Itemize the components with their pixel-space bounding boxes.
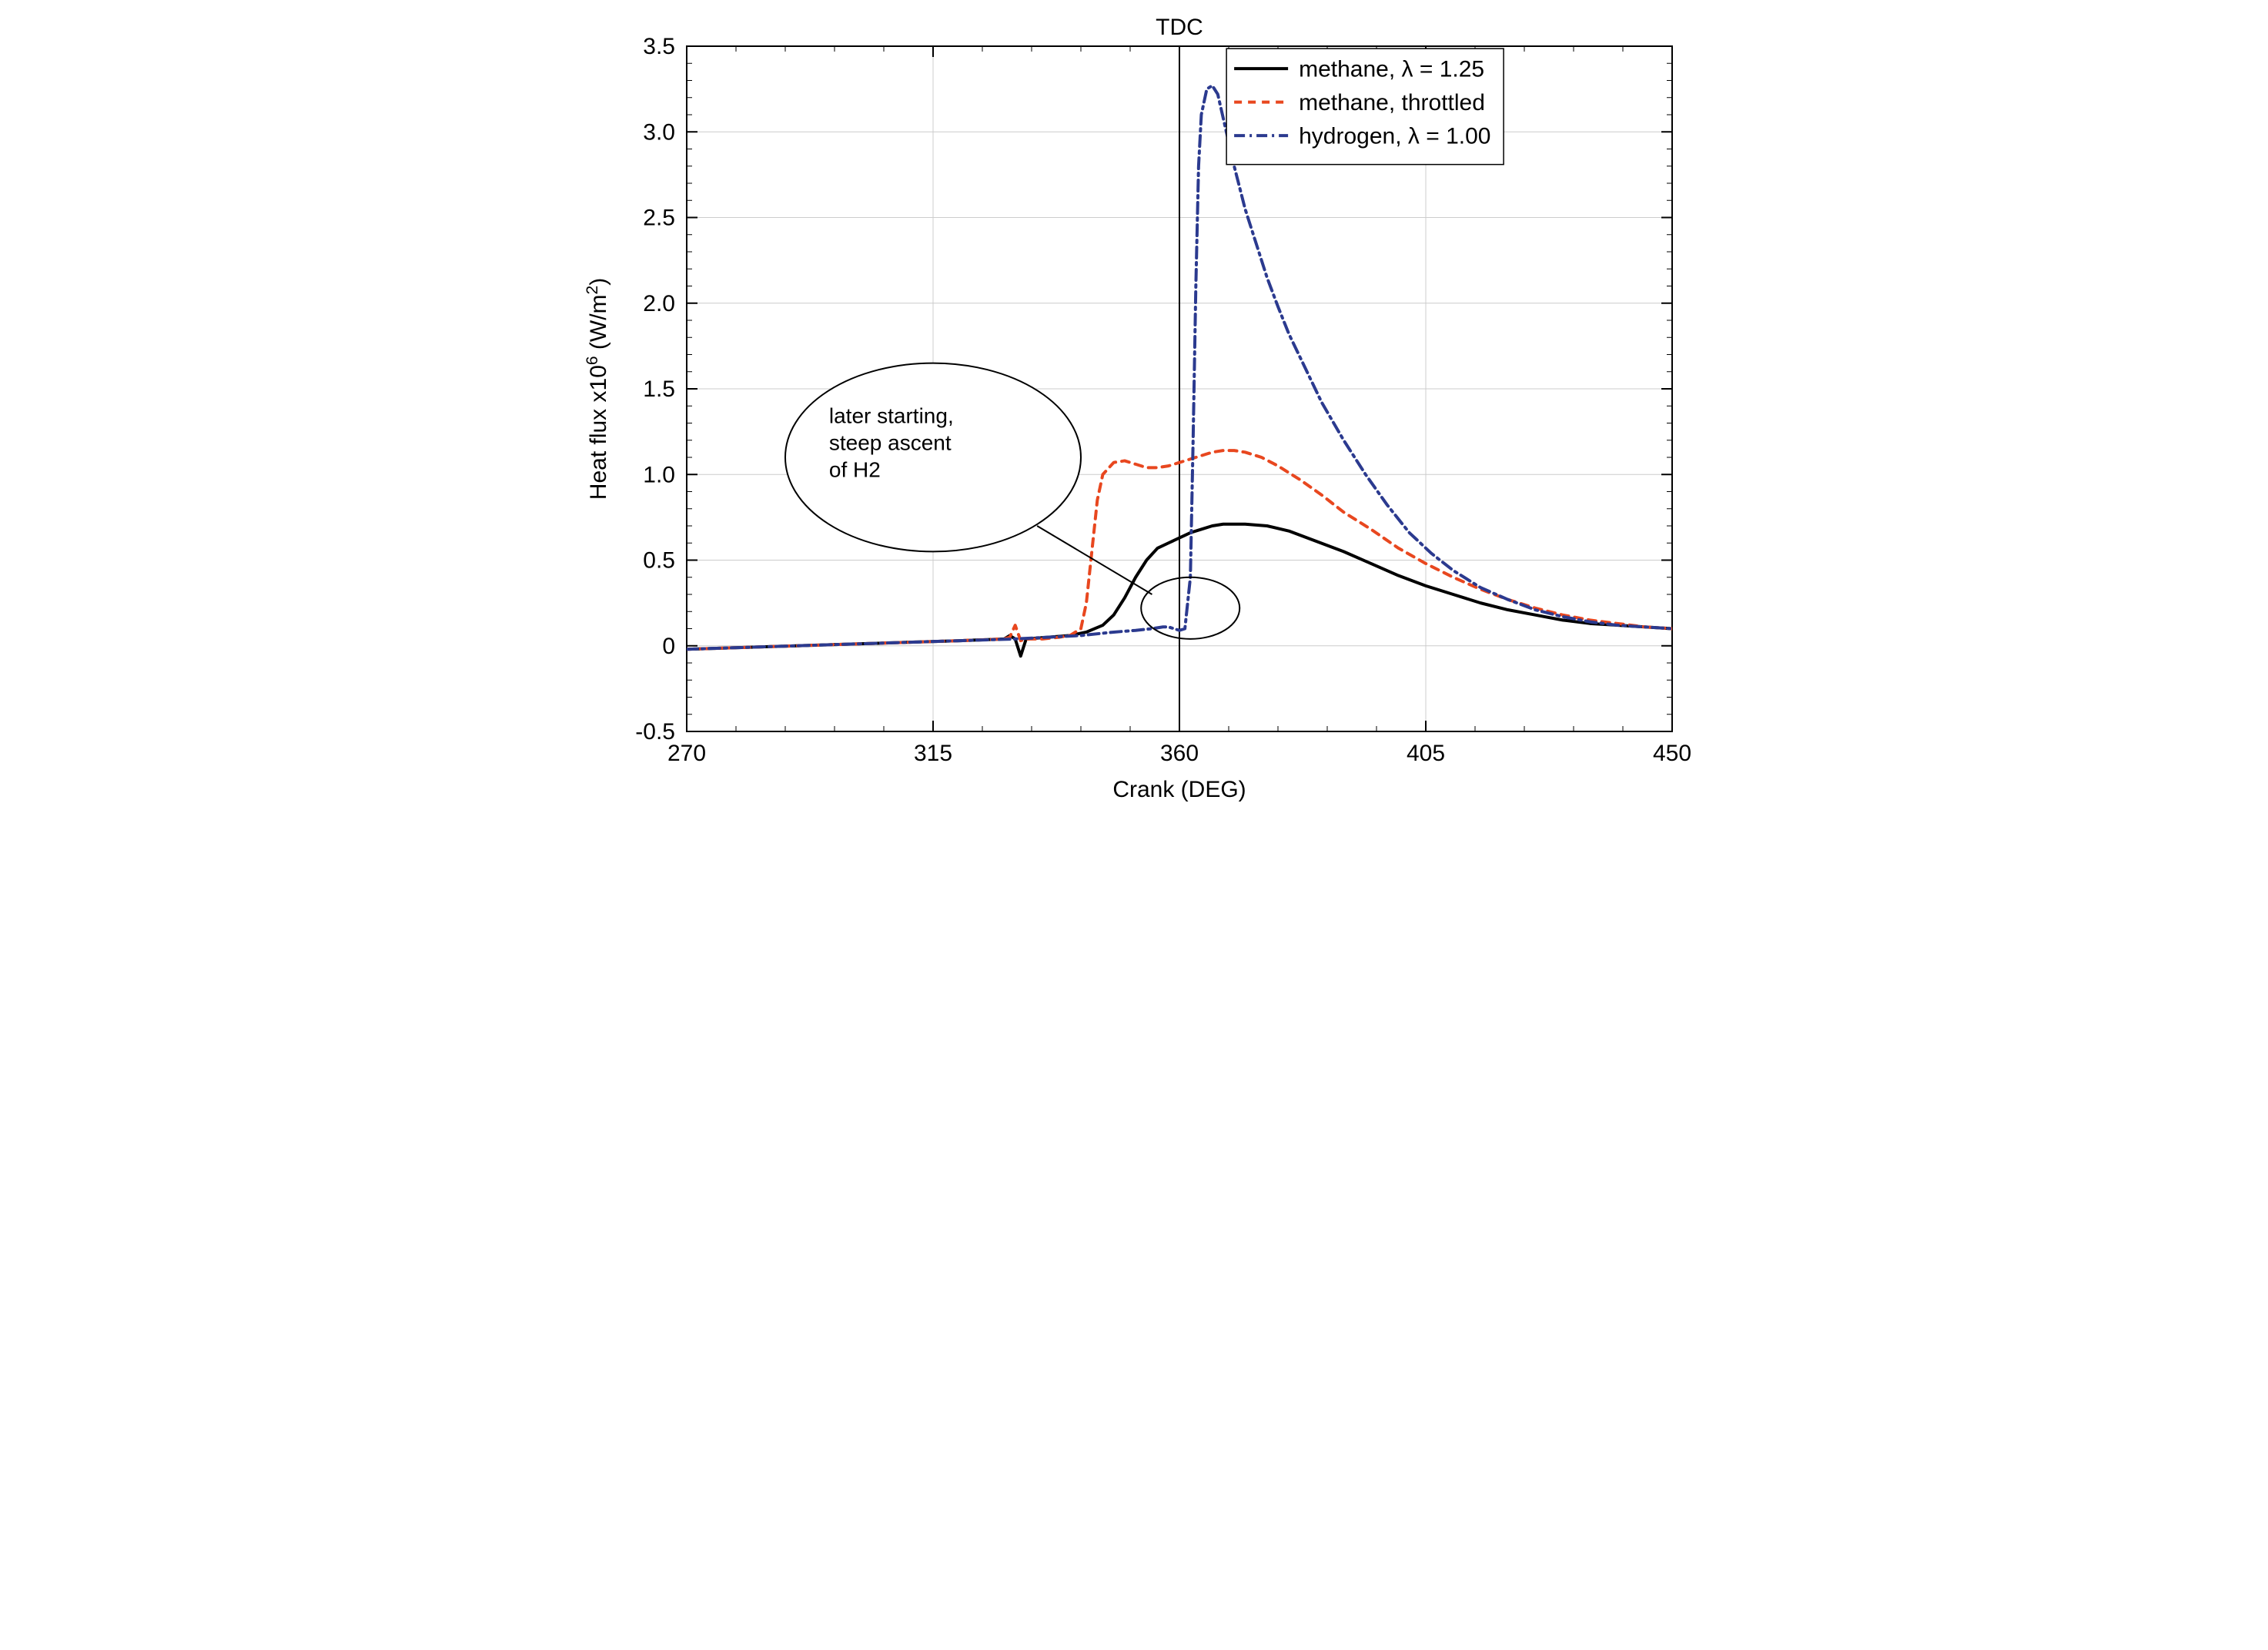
y-axis-label: Heat flux x106 (W/m2) — [583, 278, 611, 500]
ytick-label: 2.5 — [643, 206, 675, 231]
xtick-label: 450 — [1652, 741, 1691, 766]
xtick-label: 405 — [1406, 741, 1444, 766]
xtick-label: 360 — [1159, 741, 1198, 766]
ytick-label: -0.5 — [635, 719, 675, 745]
annotation-text: steep ascent — [828, 431, 951, 455]
legend-label: methane, λ = 1.25 — [1299, 57, 1484, 82]
ytick-label: 3.5 — [643, 34, 675, 59]
heat-flux-chart: 270315360405450-0.500.51.01.52.02.53.03.… — [567, 0, 1701, 825]
tdc-label: TDC — [1156, 15, 1203, 40]
ytick-label: 0.5 — [643, 548, 675, 574]
legend-label: methane, throttled — [1299, 90, 1485, 115]
x-axis-label: Crank (DEG) — [1112, 777, 1246, 802]
ytick-label: 3.0 — [643, 119, 675, 145]
legend-label: hydrogen, λ = 1.00 — [1299, 124, 1490, 149]
ytick-label: 0 — [662, 634, 675, 659]
ytick-label: 1.5 — [643, 377, 675, 402]
ytick-label: 1.0 — [643, 462, 675, 487]
annotation-text: later starting, — [828, 404, 953, 428]
ytick-label: 2.0 — [643, 291, 675, 316]
annotation-text: of H2 — [828, 458, 880, 482]
xtick-label: 315 — [913, 741, 952, 766]
